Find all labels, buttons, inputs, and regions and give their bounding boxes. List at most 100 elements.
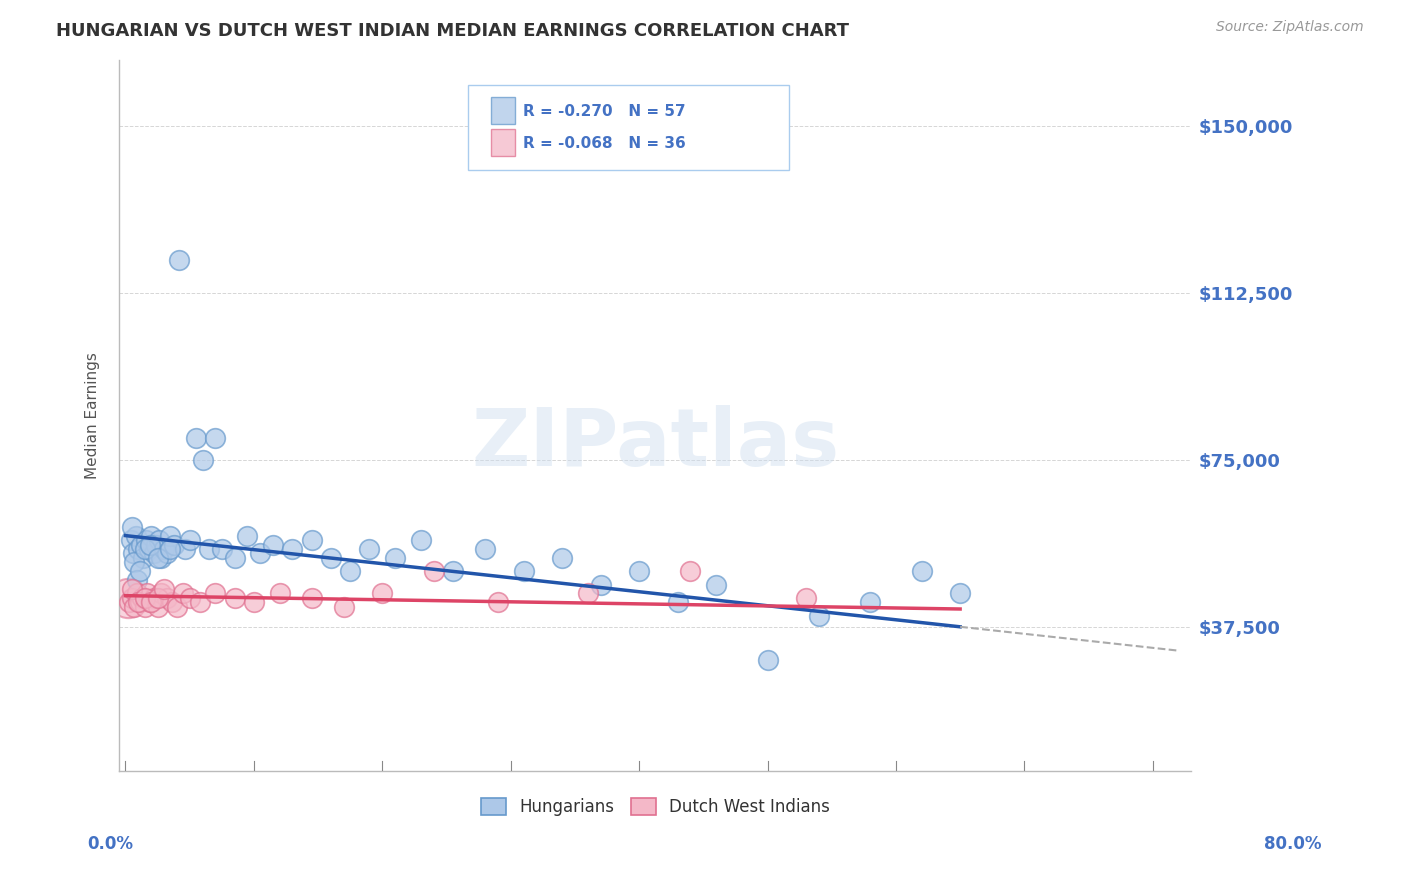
Point (224, 550, 246, 565)
Point (159, 528, 181, 542)
Point (134, 591, 156, 605)
Point (486, 595, 509, 609)
Text: R = -0.270   N = 57: R = -0.270 N = 57 (523, 104, 686, 119)
Point (179, 591, 201, 605)
Y-axis label: Median Earnings: Median Earnings (86, 352, 100, 479)
Point (339, 564, 361, 578)
Point (142, 591, 165, 605)
Point (155, 546, 177, 560)
Point (794, 591, 817, 605)
Point (441, 564, 464, 578)
Text: Source: ZipAtlas.com: Source: ZipAtlas.com (1216, 20, 1364, 34)
Point (184, 431, 207, 445)
Point (117, 591, 139, 605)
Point (153, 541, 176, 556)
Point (211, 541, 233, 556)
Point (512, 564, 534, 578)
Point (628, 564, 651, 578)
Point (141, 528, 163, 542)
Point (166, 599, 188, 614)
Point (138, 541, 160, 556)
Point (127, 541, 149, 556)
Point (118, 595, 141, 609)
Point (679, 564, 702, 578)
Point (859, 595, 882, 609)
Text: ZIPatlas: ZIPatlas (471, 405, 839, 483)
Point (179, 533, 201, 547)
Point (124, 555, 146, 569)
Point (150, 550, 173, 565)
Point (204, 586, 226, 600)
Point (359, 541, 381, 556)
Point (384, 550, 406, 565)
Text: 80.0%: 80.0% (1264, 835, 1322, 853)
Point (474, 541, 496, 556)
Point (666, 595, 689, 609)
Point (704, 577, 727, 591)
Point (141, 595, 163, 609)
Point (173, 541, 195, 556)
Point (422, 564, 444, 578)
Point (127, 595, 149, 609)
Point (269, 586, 291, 600)
Point (163, 537, 186, 551)
FancyBboxPatch shape (491, 128, 515, 156)
FancyBboxPatch shape (468, 85, 789, 169)
Text: R = -0.068   N = 36: R = -0.068 N = 36 (523, 136, 686, 151)
Point (135, 533, 157, 547)
Point (146, 550, 169, 565)
Point (319, 550, 342, 565)
Point (224, 591, 246, 605)
Point (125, 528, 148, 542)
Point (150, 586, 173, 600)
Point (128, 595, 150, 609)
Point (243, 595, 266, 609)
Point (371, 586, 394, 600)
Point (172, 586, 194, 600)
Point (132, 550, 155, 565)
Point (139, 595, 162, 609)
Point (262, 537, 284, 551)
Point (124, 599, 146, 614)
Point (198, 541, 221, 556)
Point (589, 577, 612, 591)
Point (236, 528, 259, 542)
Point (949, 586, 972, 600)
Point (139, 537, 162, 551)
Point (301, 591, 323, 605)
Point (122, 546, 145, 560)
Point (134, 599, 156, 614)
Point (159, 541, 181, 556)
Point (332, 599, 354, 614)
Point (160, 595, 183, 609)
Point (910, 564, 932, 578)
Text: 0.0%: 0.0% (87, 835, 134, 853)
Point (125, 586, 148, 600)
Point (121, 519, 143, 533)
Point (134, 541, 156, 556)
Point (191, 453, 214, 467)
Point (409, 533, 432, 547)
Text: HUNGARIAN VS DUTCH WEST INDIAN MEDIAN EARNINGS CORRELATION CHART: HUNGARIAN VS DUTCH WEST INDIAN MEDIAN EA… (56, 22, 849, 40)
Point (155, 591, 177, 605)
Point (756, 653, 779, 667)
Point (129, 537, 152, 551)
Point (169, 252, 191, 267)
FancyBboxPatch shape (491, 96, 515, 124)
Point (551, 550, 574, 565)
Point (146, 591, 169, 605)
Point (807, 608, 830, 623)
Point (188, 595, 211, 609)
Point (148, 533, 170, 547)
Point (128, 564, 150, 578)
Point (131, 591, 153, 605)
Point (153, 582, 176, 596)
Point (121, 591, 143, 605)
Point (121, 582, 143, 596)
Point (120, 533, 142, 547)
Point (204, 431, 226, 445)
Legend: Hungarians, Dutch West Indians: Hungarians, Dutch West Indians (481, 798, 830, 816)
Point (136, 586, 159, 600)
Point (249, 546, 271, 560)
Point (576, 586, 599, 600)
